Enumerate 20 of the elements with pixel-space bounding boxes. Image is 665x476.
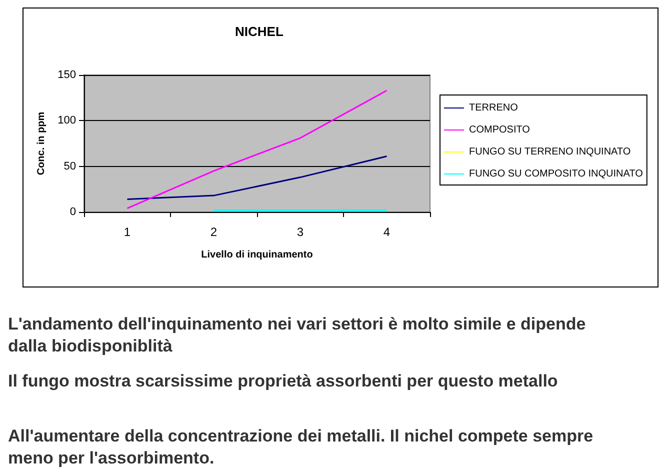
x-axis-title: Livello di inquinamento [201,250,313,260]
y-tick-label: 0 [70,206,76,218]
y-tick-label: 100 [58,114,76,127]
chart-title: NICHEL [235,24,284,39]
x-tick-label: 3 [296,225,304,239]
text: L'andamento dell'inquinamento nei vari settori è molto simile e dipende dalla biodisponiblità [8,314,590,356]
legend-label: COMPOSITO [469,124,530,136]
x-tick-label: 2 [210,225,218,239]
legend-label: FUNGO SU COMPOSITO INQUINATO [469,168,644,180]
line-series [126,156,388,200]
text: Il fungo mostra scarsissime proprietà assorbenti per questo metallo [8,372,558,390]
text: All'aumentare della concentrazione dei metalli. Il nichel compete sempre meno per l'assorbimento. [8,426,598,468]
legend-label: TERRENO [469,102,518,114]
y-tick-label: 50 [64,160,76,172]
x-tick-label: 4 [383,225,390,239]
y-tick-label: 150 [58,69,76,81]
line-series [126,90,388,210]
x-tick-label: 1 [124,225,131,239]
legend-label: FUNGO SU TERRENO INQUINATO [469,146,631,158]
y-axis-title: Conc. in ppm [36,112,48,176]
